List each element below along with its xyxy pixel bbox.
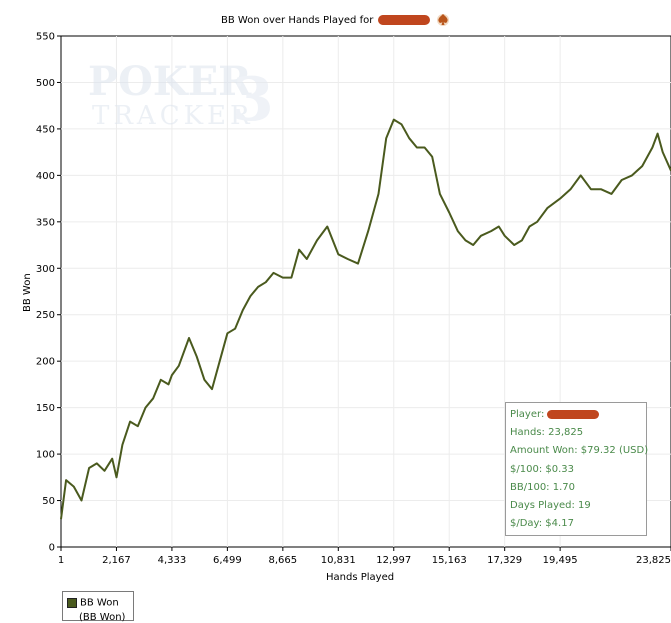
y-tick-label: 100 <box>36 450 55 461</box>
stats-per-100: $/100: $0.33 <box>510 463 574 475</box>
x-tick-label: 17,329 <box>487 555 522 566</box>
y-tick-label: 400 <box>36 171 55 182</box>
stats-hands: Hands: 23,825 <box>510 427 584 439</box>
legend-sublabel: (BB Won) <box>79 612 126 623</box>
x-tick-label: 4,333 <box>158 555 187 566</box>
stats-days-played: Days Played: 19 <box>510 499 591 511</box>
y-tick-label: 550 <box>36 32 55 43</box>
legend-swatch <box>67 597 77 608</box>
watermark-text-tracker: TRACKER <box>92 101 254 131</box>
y-tick-label: 250 <box>36 310 55 321</box>
y-tick-label: 150 <box>36 403 55 414</box>
stats-amount-won: Amount Won: $79.32 (USD) <box>510 445 649 457</box>
x-tick-label: 10,831 <box>321 555 356 566</box>
x-tick-label: 8,665 <box>269 555 298 566</box>
spade-icon <box>437 14 449 26</box>
x-tick-label: 15,163 <box>432 555 467 566</box>
legend-label: BB Won <box>80 597 119 609</box>
y-tick-label: 0 <box>49 543 55 554</box>
y-tick-label: 450 <box>36 124 55 135</box>
chart-title: BB Won over Hands Played for <box>221 15 374 26</box>
x-axis-title: Hands Played <box>326 572 394 583</box>
stats-panel: Player: Hands: 23,825 Amount Won: $79.32… <box>505 402 649 536</box>
x-tick-label: 1 <box>58 555 64 566</box>
series-layer <box>60 118 671 520</box>
pokertracker-watermark: POKER TRACKER 3 <box>88 58 274 135</box>
watermark-digit: 3 <box>232 65 274 135</box>
y-tick-label: 50 <box>42 496 55 507</box>
stats-bb-100: BB/100: 1.70 <box>510 481 575 493</box>
watermark-text-poker: POKER <box>88 58 252 105</box>
y-tick-label: 300 <box>36 264 55 275</box>
y-axis: 0 50 100 150 200 250 300 350 400 450 500 550 <box>36 32 61 554</box>
x-tick-label: 12,997 <box>376 555 411 566</box>
redacted-player-name <box>547 409 600 419</box>
x-tick-label: 19,495 <box>543 555 578 566</box>
x-tick-label: 6,499 <box>213 555 242 566</box>
series-line-bb-won <box>60 118 671 520</box>
stats-player: Player: <box>510 406 646 424</box>
y-axis-title: BB Won <box>22 273 33 312</box>
y-tick-label: 200 <box>36 357 55 368</box>
x-tick-label: 2,167 <box>102 555 131 566</box>
x-axis: 1 2,167 4,333 6,499 8,665 10,831 12,997 15,163 1… <box>58 547 671 566</box>
y-tick-label: 350 <box>36 217 55 228</box>
y-tick-label: 500 <box>36 78 55 89</box>
stats-per-day: $/Day: $4.17 <box>510 518 574 530</box>
x-tick-label: 23,825 <box>636 555 671 566</box>
legend: BB Won (BB Won) <box>62 591 134 623</box>
redacted-player-name <box>378 15 430 25</box>
